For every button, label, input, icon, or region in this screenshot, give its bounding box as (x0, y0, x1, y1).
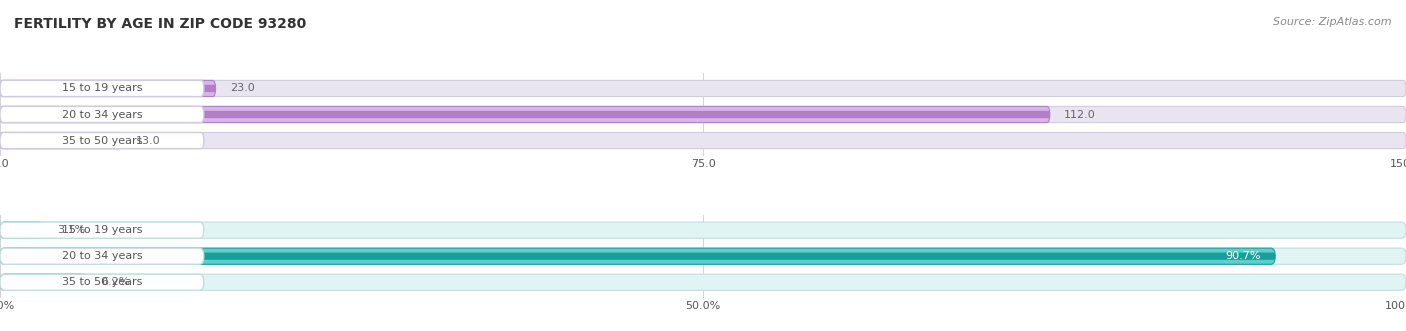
Text: 15 to 19 years: 15 to 19 years (62, 225, 142, 235)
FancyBboxPatch shape (0, 222, 1406, 238)
FancyBboxPatch shape (0, 248, 1406, 264)
Text: 20 to 34 years: 20 to 34 years (62, 110, 142, 119)
Text: 90.7%: 90.7% (1226, 251, 1261, 261)
Text: 23.0: 23.0 (229, 83, 254, 93)
FancyBboxPatch shape (0, 132, 1406, 149)
Text: 15 to 19 years: 15 to 19 years (62, 83, 142, 93)
FancyBboxPatch shape (1, 111, 1050, 118)
FancyBboxPatch shape (0, 248, 204, 264)
Text: 20 to 34 years: 20 to 34 years (62, 251, 142, 261)
FancyBboxPatch shape (3, 253, 1275, 260)
Text: 35 to 50 years: 35 to 50 years (62, 136, 142, 146)
FancyBboxPatch shape (0, 80, 204, 97)
FancyBboxPatch shape (0, 107, 1050, 122)
FancyBboxPatch shape (0, 80, 1406, 97)
FancyBboxPatch shape (0, 80, 215, 97)
Text: 3.1%: 3.1% (58, 225, 86, 235)
Text: 6.2%: 6.2% (101, 277, 129, 287)
FancyBboxPatch shape (1, 137, 122, 144)
FancyBboxPatch shape (0, 107, 1406, 122)
Text: 13.0: 13.0 (136, 136, 160, 146)
Text: Source: ZipAtlas.com: Source: ZipAtlas.com (1274, 17, 1392, 26)
FancyBboxPatch shape (1, 85, 215, 92)
FancyBboxPatch shape (0, 248, 1275, 264)
FancyBboxPatch shape (3, 279, 87, 286)
FancyBboxPatch shape (0, 274, 87, 290)
FancyBboxPatch shape (0, 274, 1406, 290)
Text: 112.0: 112.0 (1064, 110, 1095, 119)
FancyBboxPatch shape (0, 274, 204, 290)
FancyBboxPatch shape (0, 132, 204, 149)
FancyBboxPatch shape (0, 107, 204, 122)
FancyBboxPatch shape (0, 132, 122, 149)
Text: 35 to 50 years: 35 to 50 years (62, 277, 142, 287)
FancyBboxPatch shape (3, 226, 44, 234)
FancyBboxPatch shape (0, 222, 204, 238)
Text: FERTILITY BY AGE IN ZIP CODE 93280: FERTILITY BY AGE IN ZIP CODE 93280 (14, 17, 307, 30)
FancyBboxPatch shape (0, 222, 44, 238)
